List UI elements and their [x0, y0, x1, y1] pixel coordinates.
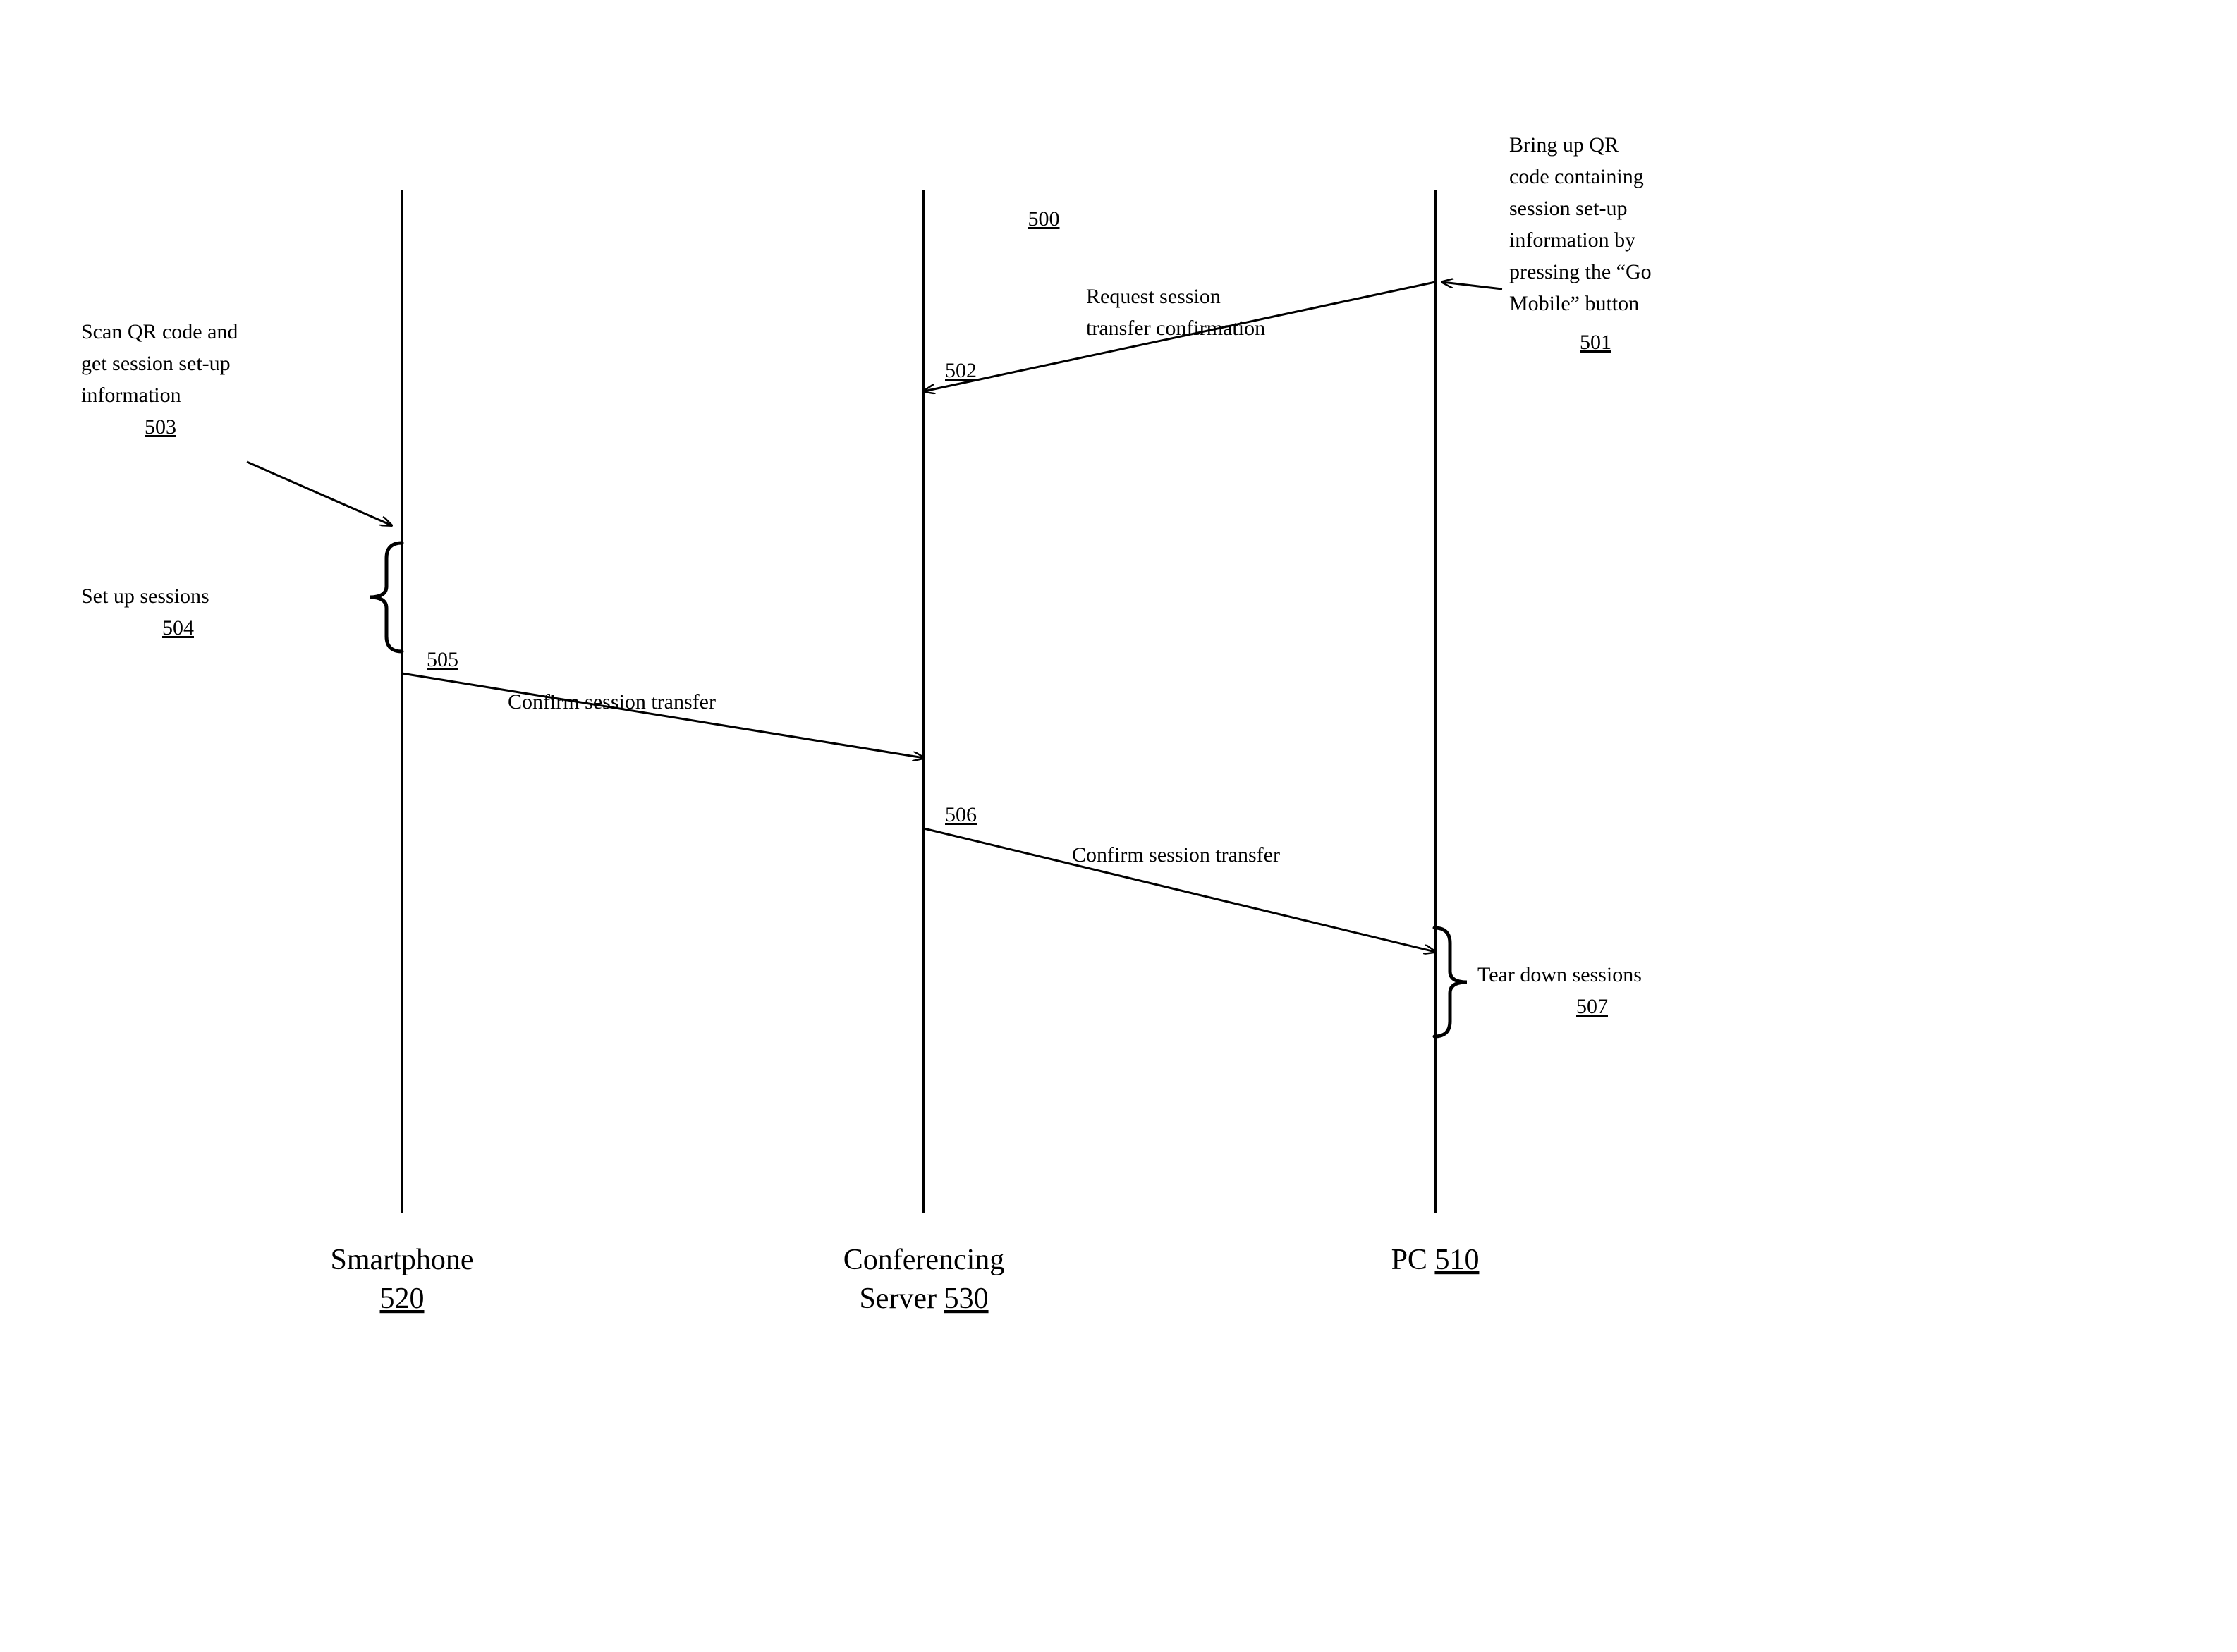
annotation-507-ref: 507 [1576, 995, 1608, 1018]
annotation-503-line-2: information [81, 384, 181, 407]
message-502-ref: 502 [945, 359, 977, 382]
message-506-ref: 506 [945, 803, 977, 826]
figure-ref: 500 [1028, 207, 1060, 231]
annotation-501-line-4: pressing the “Go [1509, 260, 1652, 283]
message-502-label-line2: transfer confirmation [1086, 317, 1265, 340]
annotation-504-ref: 504 [162, 616, 194, 640]
annotation-504-label: Set up sessions [81, 585, 209, 608]
lifeline-server-label1: Conferencing [843, 1244, 1005, 1276]
annotation-503-line-0: Scan QR code and [81, 320, 238, 343]
annotation-501-ref: 501 [1580, 331, 1611, 354]
message-506-label: Confirm session transfer [1072, 843, 1280, 867]
annotation-503-line-1: get session set-up [81, 352, 231, 375]
annotation-503-ref: 503 [145, 415, 176, 439]
lifeline-pc-label: PC 510 [1391, 1244, 1480, 1276]
message-505-label: Confirm session transfer [508, 690, 716, 714]
annotation-501-line-0: Bring up QR [1509, 133, 1619, 157]
annotation-501-line-1: code containing [1509, 165, 1644, 188]
annotation-501-line-2: session set-up [1509, 197, 1628, 220]
annotation-501-line-5: Mobile” button [1509, 292, 1639, 315]
annotation-501-line-3: information by [1509, 228, 1635, 252]
message-505-ref: 505 [427, 648, 458, 671]
message-502-label-line1: Request session [1086, 285, 1221, 308]
lifeline-smartphone-ref: 520 [380, 1283, 425, 1315]
lifeline-server-label2: Server 530 [859, 1283, 988, 1315]
annotation-507-label: Tear down sessions [1477, 963, 1642, 986]
lifeline-smartphone-label: Smartphone [331, 1244, 474, 1276]
